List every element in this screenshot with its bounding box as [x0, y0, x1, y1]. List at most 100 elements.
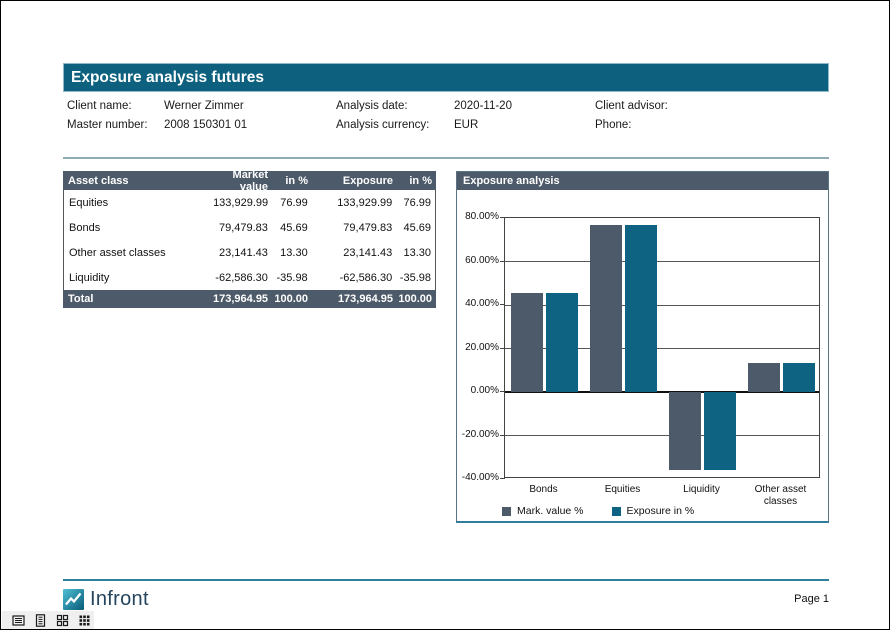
y-axis-label: 80.00% — [465, 211, 499, 222]
cell: 79,479.83 — [343, 221, 393, 234]
page-title: Exposure analysis futures — [71, 68, 264, 86]
legend-label: Mark. value % — [517, 505, 584, 517]
bar-liquidity-exposure — [704, 392, 736, 471]
bar-liquidity-market-value — [669, 392, 701, 471]
y-axis-tick — [500, 304, 505, 305]
cell: 45.69 — [280, 221, 308, 234]
exposure-analysis-chart-panel: Exposure analysis Mark. value % Exposure… — [456, 171, 829, 523]
cell: 100.00 — [398, 293, 432, 305]
analysis-currency-label: Analysis currency: — [336, 119, 430, 131]
phone-label: Phone: — [595, 119, 632, 131]
legend-item: Mark. value % — [502, 505, 584, 517]
y-axis-label: 0.00% — [470, 385, 499, 396]
x-axis-label: Liquidity — [683, 484, 720, 495]
client-name-value: Werner Zimmer — [164, 100, 244, 112]
cell: Equities — [69, 196, 109, 209]
zero-axis-line — [505, 391, 819, 393]
cell: -35.98 — [276, 271, 308, 284]
y-axis-label: -20.00% — [461, 428, 499, 440]
cell: -62,586.30 — [215, 271, 268, 284]
chart-panel-header: Exposure analysis — [457, 172, 828, 190]
chart-title: Exposure analysis — [463, 175, 560, 187]
bar-bonds-exposure — [546, 292, 578, 392]
page-number: Page 1 — [794, 593, 829, 605]
cell: 76.99 — [403, 196, 431, 209]
analysis-date-value: 2020-11-20 — [454, 100, 512, 112]
chart-body: Mark. value % Exposure in % 80.00% 60.00%… — [457, 190, 828, 522]
bar-equities-exposure — [625, 224, 657, 392]
footer-rule — [63, 579, 829, 581]
chart-plot — [504, 217, 820, 478]
x-axis-label: Other asset classes — [754, 484, 807, 507]
single-page-view-icon[interactable] — [12, 614, 25, 627]
table-row: Other asset classes 23,141.43 13.30 23,1… — [64, 240, 435, 265]
y-axis-tick — [500, 391, 505, 392]
col-header-in-pct-2: in % — [409, 174, 432, 187]
y-axis-label: -40.00% — [461, 472, 499, 483]
cell: 79,479.83 — [218, 221, 268, 234]
section-divider — [63, 157, 829, 159]
cell: 13.30 — [403, 246, 431, 259]
x-axis-label: Equities — [604, 484, 641, 495]
y-axis-tick — [500, 347, 505, 349]
cell: Bonds — [69, 221, 101, 234]
cell: Total — [68, 293, 94, 305]
col-header-asset-class: Asset class — [68, 174, 129, 187]
y-axis-label: 20.00% — [465, 341, 499, 353]
brand-logo: Infront — [63, 588, 149, 611]
y-axis-tick — [500, 217, 505, 218]
y-axis-tick — [500, 478, 505, 479]
y-axis-tick — [500, 434, 505, 436]
master-number-label: Master number: — [67, 119, 148, 131]
multiple-pages-view-icon[interactable] — [78, 614, 91, 627]
cell: 13.30 — [280, 246, 308, 259]
client-name-label: Client name: — [67, 100, 132, 112]
table-header-row: Asset class Market value in % Exposure i… — [63, 168, 436, 193]
cell: -62,586.30 — [339, 271, 393, 284]
legend-item: Exposure in % — [611, 505, 695, 517]
analysis-date-label: Analysis date: — [336, 100, 408, 112]
client-advisor-label: Client advisor: — [595, 100, 668, 112]
table-row: Liquidity -62,586.30 -35.98 -62,586.30 -… — [64, 265, 435, 290]
cell: 100.00 — [274, 293, 308, 305]
continuous-page-view-icon[interactable] — [34, 614, 47, 627]
col-header-in-pct: in % — [285, 174, 308, 187]
cell: 173,964.95 — [213, 293, 269, 305]
cell: 76.99 — [280, 196, 308, 209]
bar-other-asset-classes-exposure — [783, 363, 815, 392]
legend-swatch — [611, 506, 621, 516]
table-body: Equities 133,929.99 76.99 133,929.99 76.… — [63, 190, 436, 290]
bar-equities-market-value — [590, 224, 622, 392]
analysis-currency-value: EUR — [454, 119, 479, 131]
bar-other-asset-classes-market-value — [748, 363, 780, 392]
gridline — [505, 304, 819, 306]
asset-class-table: Asset class Market value in % Exposure i… — [63, 168, 436, 308]
cell: 23,141.43 — [218, 246, 268, 259]
two-by-two-pages-view-icon[interactable] — [56, 614, 69, 627]
y-axis-label: 60.00% — [465, 254, 499, 266]
table-row: Bonds 79,479.83 45.69 79,479.83 45.69 — [64, 215, 435, 240]
legend-swatch — [502, 506, 511, 516]
bar-bonds-market-value — [511, 292, 543, 392]
cell: 23,141.43 — [343, 246, 393, 259]
gridline — [505, 435, 819, 436]
legend-label: Exposure in % — [626, 505, 695, 517]
cell: 133,929.99 — [337, 196, 393, 209]
report-title-bar: Exposure analysis futures — [63, 63, 829, 92]
y-axis-label: 40.00% — [465, 298, 499, 309]
cell: 133,929.99 — [213, 196, 269, 209]
y-axis-tick — [500, 260, 505, 262]
infront-logo-icon — [63, 589, 84, 610]
chart-legend: Mark. value % Exposure in % — [502, 505, 694, 517]
gridline — [505, 348, 819, 349]
cell: Other asset classes — [69, 246, 166, 259]
master-number-value: 2008 150301 01 — [164, 119, 248, 131]
col-header-market-value: Market value — [232, 168, 268, 193]
table-total-row: Total 173,964.95 100.00 173,964.95 100.0… — [63, 290, 436, 308]
table-row: Equities 133,929.99 76.99 133,929.99 76.… — [64, 190, 435, 215]
gridline — [505, 261, 819, 262]
brand-name: Infront — [90, 588, 149, 610]
cell: 45.69 — [403, 221, 431, 234]
cell: -35.98 — [399, 271, 431, 284]
